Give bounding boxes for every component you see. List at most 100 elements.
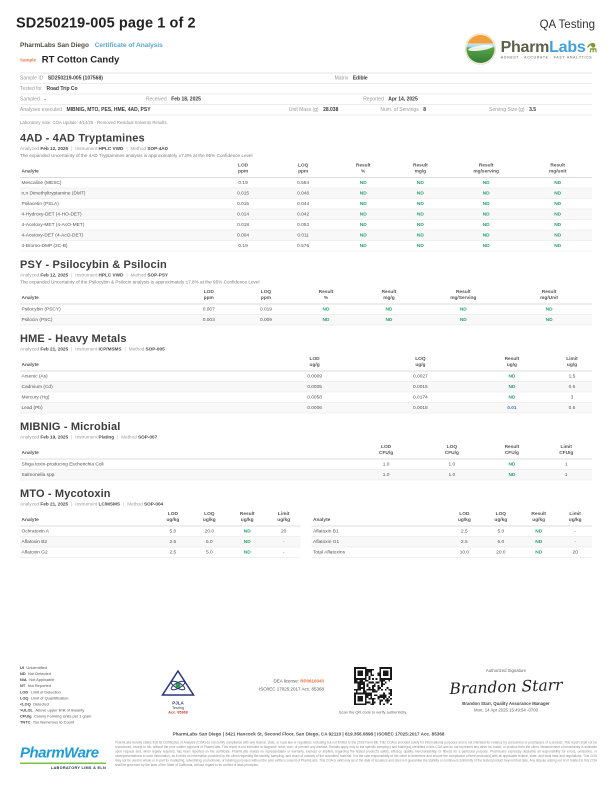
analysis-section: PSY - Psilocybin & Psilocin Analyzed Feb … — [20, 258, 592, 326]
table-row: Ochratoxin A 5.0 20.0 ND 20 — [20, 525, 301, 537]
analyses-value: MIBNIG, MTO, PES, HME, 4AD, PSY — [66, 107, 151, 113]
result-cell: ND — [523, 208, 592, 220]
result-cell: 0.0015 — [368, 381, 472, 393]
result-cell: 0.046 — [271, 187, 335, 199]
result-cell: 0.015 — [214, 187, 272, 199]
result-cell: 0.19 — [214, 240, 272, 252]
meta-label: Instrument — [75, 346, 99, 352]
tested-for-label: Tested for — [20, 86, 42, 92]
result-cell: 0.0005 — [260, 381, 369, 393]
result-cell: ND — [448, 229, 524, 241]
column-header: LOQ ug/g — [368, 353, 472, 372]
result-cell: 1.0 — [420, 458, 484, 470]
legend-item: CFU/g Colony Forming Units per 1 gram — [20, 713, 92, 719]
meta-value: ICP/MSMS — [98, 346, 122, 352]
column-header: Analyte — [20, 353, 261, 372]
meta-value: LC/MSMS — [98, 501, 120, 507]
pharmlabs-badge-icon — [465, 33, 497, 65]
column-header: LOD ppm — [180, 286, 238, 305]
flask-icon: ⚗ — [586, 41, 597, 55]
iso-accreditation-line: ISO/IEC 17025:2017 Acc. 85368 — [258, 686, 324, 692]
table-row: Lead (Pb) 0.0006 0.0018 0.01 0.5 — [20, 402, 592, 414]
result-cell: 0.042 — [271, 208, 335, 220]
meta-value: SOP-004 — [143, 501, 164, 507]
serving-size-label: Serving Size (g) — [489, 107, 525, 113]
matrix-value: Edible — [352, 75, 368, 82]
result-cell: 20 — [558, 546, 592, 558]
page-footer: UI Unidentified ND Not Detected N/A Not Appli… — [20, 665, 597, 770]
meta-value: Feb 19, 2025 — [40, 434, 69, 440]
tables-wrap: Analyte LOD ug/kg LOQ ug/kg Result ug/kg Lim… — [20, 508, 592, 558]
table-row: Aflatoxin G2 2.5 5.0 ND - — [20, 546, 301, 558]
section-meta: Analyzed Feb 21, 2025 | Instrument ICP/MSM… — [20, 346, 592, 351]
meta-label: Instrument — [75, 146, 99, 151]
column-header: Limit ug/kg — [558, 508, 592, 527]
meta-value: HPLC VWD — [98, 272, 124, 278]
column-header: Result ug/kg — [519, 508, 559, 527]
column-header: Analyte — [20, 508, 155, 527]
analysis-section: HME - Heavy Metals Analyzed Feb 21, 2025 |… — [20, 332, 592, 414]
section-title: MTO - Mycotoxin — [20, 486, 111, 500]
meta-value: SOP-4AD — [147, 146, 169, 151]
result-cell: 0.0174 — [368, 391, 472, 403]
result-cell: ND — [357, 303, 421, 315]
tables-wrap: Analyte LOD ppm LOQ ppm Result % Result mg/g… — [20, 160, 592, 252]
separator: | — [71, 272, 73, 278]
results-table: Analyte LOD ppm LOQ ppm Result % Result mg/g… — [20, 160, 592, 252]
column-header: Analyte — [20, 441, 352, 460]
meta-label: Analyzed — [20, 346, 41, 352]
sample-info-table: Sample ID SD250219-005 (107568) Matrix Edi… — [20, 72, 592, 116]
results-table: Analyte LOD ug/g LOQ ug/g Result ug/g Limit … — [20, 353, 592, 414]
analyte-name: Aflatoxin B1 — [311, 525, 447, 537]
column-header: Result % — [294, 286, 358, 305]
result-cell: ND — [523, 229, 592, 241]
result-cell: ND — [357, 314, 421, 326]
brand-labs: Labs — [549, 37, 586, 56]
result-cell: 5.0 — [191, 546, 228, 558]
table-row: Total Aflatoxins 10.0 20.0 ND 20 — [311, 546, 592, 558]
legend-abbr: N/A — [20, 677, 27, 683]
separator: | — [71, 501, 73, 507]
result-cell: ND — [391, 198, 449, 210]
separator: | — [126, 272, 128, 278]
section-title: 4AD - 4AD Tryptamines — [20, 131, 145, 145]
column-header: Result ug/g — [471, 353, 552, 372]
column-header: Result mg/g — [357, 286, 421, 305]
column-header: LOQ ppm — [237, 286, 295, 305]
license-block: DEA license: RP0610043 ISO/IEC 17025:201… — [210, 677, 324, 693]
uncertainty-note: The expanded Uncertainty of the Psilocyb… — [20, 279, 260, 285]
result-cell: 1 — [540, 469, 592, 481]
section-meta: Analyzed Feb 19, 2025 | Instrument Plating… — [20, 434, 592, 439]
column-header: Limit ug/g — [551, 353, 592, 372]
result-cell: 20.0 — [191, 525, 228, 537]
result-cell: 20.0 — [482, 546, 520, 558]
table-row: 4-Acetoxy-DET (4-AcO-DET) 0.004 0.011 ND ND N… — [20, 229, 592, 241]
meta-value: Feb 12, 2025 — [40, 272, 69, 278]
result-cell: 5.0 — [191, 536, 228, 548]
result-cell: ND — [506, 303, 592, 315]
result-cell: 1.0 — [420, 469, 484, 481]
analyte-name: Total Aflatoxins — [311, 546, 447, 558]
result-cell: ND — [519, 546, 559, 558]
result-cell: 0.0058 — [260, 391, 369, 403]
coa-label: Certificate of Analysis — [94, 41, 163, 49]
analyte-name: Shiga toxin-producing Escherichia Coli — [20, 458, 352, 470]
result-cell: 2.5 — [154, 536, 192, 548]
legend-abbr: LOQ — [20, 695, 29, 701]
result-cell: ND — [334, 240, 392, 252]
result-cell: 0.015 — [214, 198, 272, 210]
result-cell: ND — [471, 391, 552, 403]
sample-name: RT Cotton Candy — [41, 54, 120, 66]
column-header: LOD CFU/g — [351, 441, 421, 460]
result-cell: 0.003 — [180, 314, 238, 326]
result-cell: 5.0 — [482, 536, 520, 548]
table-row: Psilocin (PSC) 0.003 0.009 ND ND ND ND — [20, 314, 592, 326]
logo-tagline: HONEST · ACCURATE · FAST ANALYTICS — [500, 56, 593, 60]
result-cell: ND — [523, 187, 592, 199]
legend-abbr: LOD — [20, 689, 29, 695]
result-cell: 0.576 — [271, 240, 335, 252]
result-cell: 0.5 — [551, 402, 592, 414]
reported-value: Apr 14, 2025 — [388, 96, 418, 103]
result-cell: ND — [391, 208, 449, 220]
result-cell: ND — [448, 177, 524, 189]
